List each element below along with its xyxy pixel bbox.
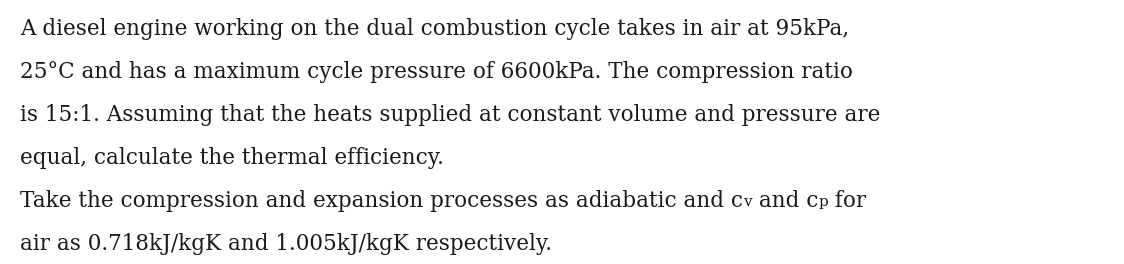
Text: v: v [743, 195, 752, 209]
Text: equal, calculate the thermal efficiency.: equal, calculate the thermal efficiency. [20, 147, 444, 169]
Text: Take the compression and expansion processes as adiabatic and c: Take the compression and expansion proce… [20, 190, 743, 212]
Text: 25°C and has a maximum cycle pressure of 6600kPa. The compression ratio: 25°C and has a maximum cycle pressure of… [20, 61, 853, 83]
Text: p: p [818, 195, 828, 209]
Text: is 15:1. Assuming that the heats supplied at constant volume and pressure are: is 15:1. Assuming that the heats supplie… [20, 104, 880, 126]
Text: for: for [828, 190, 867, 212]
Text: and c: and c [752, 190, 818, 212]
Text: air as 0.718kJ/kgK and 1.005kJ/kgK respectively.: air as 0.718kJ/kgK and 1.005kJ/kgK respe… [20, 233, 552, 255]
Text: A diesel engine working on the dual combustion cycle takes in air at 95kPa,: A diesel engine working on the dual comb… [20, 18, 850, 40]
